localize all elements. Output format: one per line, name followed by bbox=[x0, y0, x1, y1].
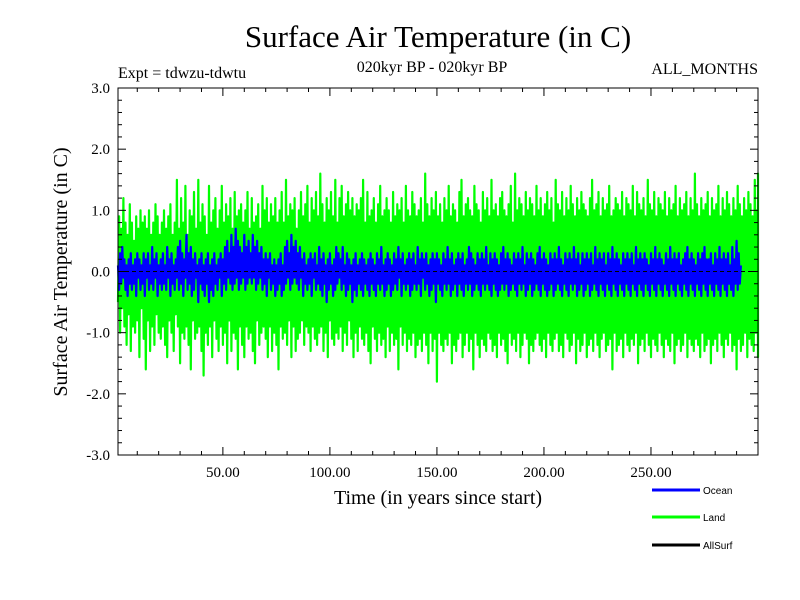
y-tick-label: -1.0 bbox=[86, 326, 110, 342]
y-tick-label: -3.0 bbox=[86, 448, 110, 464]
months-label: ALL_MONTHS bbox=[651, 61, 758, 78]
y-tick-label: 3.0 bbox=[91, 81, 110, 97]
x-tick-label: 100.00 bbox=[309, 465, 350, 481]
y-tick-label: 0.0 bbox=[91, 265, 110, 281]
x-tick-label: 150.00 bbox=[416, 465, 457, 481]
y-axis: -3.0 -2.0 -1.0 0.0 1.0 2.0 3.0 bbox=[86, 81, 758, 464]
y-tick-label: 2.0 bbox=[91, 142, 110, 158]
x-axis: 50.00 100.00 150.00 200.00 250.00 bbox=[136, 88, 759, 481]
y-axis-label: Surface Air Temperature (in C) bbox=[50, 147, 72, 396]
period-label: 020kyr BP - 020kyr BP bbox=[357, 59, 508, 76]
experiment-label: Expt = tdwzu-tdwtu bbox=[118, 65, 246, 82]
chart-title: Surface Air Temperature (in C) bbox=[245, 19, 631, 54]
legend-label-land: Land bbox=[703, 513, 725, 524]
series-line-ocean bbox=[116, 227, 742, 304]
x-tick-label: 250.00 bbox=[630, 465, 671, 481]
y-tick-label: 1.0 bbox=[91, 203, 110, 219]
y-tick-label: -2.0 bbox=[86, 387, 110, 403]
x-tick-label: 200.00 bbox=[523, 465, 564, 481]
legend-label-allsurf: AllSurf bbox=[703, 541, 733, 552]
legend: Ocean Land AllSurf bbox=[652, 486, 733, 552]
x-axis-label: Time (in years since start) bbox=[334, 487, 542, 509]
x-tick-label: 50.00 bbox=[206, 465, 240, 481]
ocean-series bbox=[116, 227, 742, 304]
legend-label-ocean: Ocean bbox=[703, 486, 732, 497]
